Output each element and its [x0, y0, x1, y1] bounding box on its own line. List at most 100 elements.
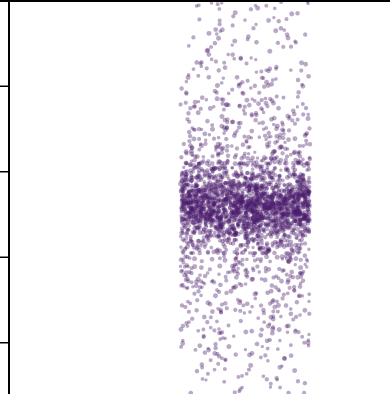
data-point: [298, 219, 303, 224]
data-point: [231, 133, 237, 139]
data-point: [251, 268, 256, 273]
data-point: [254, 197, 260, 203]
data-point: [255, 212, 261, 218]
data-point: [200, 192, 205, 196]
data-point: [182, 272, 188, 278]
data-point: [191, 67, 196, 71]
data-point: [186, 210, 191, 215]
data-point: [236, 179, 241, 184]
data-point: [256, 233, 261, 238]
data-point: [184, 230, 189, 235]
data-point: [282, 132, 286, 136]
data-point: [275, 40, 281, 45]
data-point: [203, 230, 208, 235]
data-point: [250, 197, 255, 202]
data-point: [213, 211, 218, 216]
data-point: [222, 171, 228, 176]
data-point: [266, 267, 272, 272]
data-point: [261, 127, 266, 131]
data-point: [296, 194, 302, 200]
data-point: [286, 192, 291, 196]
data-point: [254, 187, 259, 192]
data-point: [218, 142, 223, 146]
data-point: [246, 224, 251, 229]
data-point: [213, 341, 218, 347]
data-point: [227, 199, 232, 203]
data-point: [241, 206, 246, 211]
data-point: [264, 137, 268, 142]
data-point: [226, 230, 232, 235]
data-point: [307, 230, 311, 234]
data-point: [295, 193, 301, 199]
data-point: [186, 210, 191, 215]
data-point: [257, 270, 262, 274]
data-point: [260, 201, 264, 206]
data-point: [180, 170, 185, 175]
data-point: [244, 225, 249, 230]
data-point: [268, 201, 273, 206]
data-point: [300, 232, 305, 237]
data-point: [278, 157, 284, 163]
data-point: [291, 199, 297, 205]
data-point: [199, 210, 204, 215]
data-point: [273, 191, 278, 196]
data-point: [251, 171, 256, 176]
data-point: [217, 222, 222, 227]
data-point: [207, 301, 213, 307]
data-point: [243, 176, 248, 180]
data-point: [258, 195, 263, 201]
data-point: [212, 185, 217, 190]
data-point: [193, 183, 199, 188]
data-point: [201, 195, 207, 201]
data-point: [273, 204, 279, 210]
data-point: [194, 164, 200, 170]
data-point: [277, 289, 281, 293]
data-point: [305, 202, 311, 208]
data-point: [231, 266, 236, 272]
data-point: [253, 220, 259, 225]
data-point: [240, 242, 245, 247]
data-point: [217, 215, 223, 221]
data-point: [274, 222, 280, 228]
data-point: [214, 219, 220, 225]
data-point: [211, 209, 216, 214]
data-point: [189, 183, 194, 188]
data-point: [292, 368, 298, 373]
data-point: [240, 191, 245, 196]
data-point: [215, 351, 220, 357]
data-point: [257, 209, 262, 214]
data-point: [200, 176, 204, 180]
data-point: [288, 192, 292, 197]
data-point: [209, 57, 214, 62]
data-point: [278, 215, 284, 221]
data-point: [281, 210, 286, 215]
data-point: [297, 174, 302, 179]
data-point: [234, 201, 239, 206]
data-point: [183, 172, 189, 177]
data-point: [206, 238, 211, 243]
data-point: [289, 195, 293, 199]
data-point: [196, 203, 202, 208]
data-point: [227, 222, 232, 227]
data-point: [244, 242, 249, 248]
data-point: [189, 206, 194, 211]
data-point: [292, 329, 298, 334]
data-point: [180, 231, 185, 235]
data-point: [252, 237, 257, 243]
data-point: [232, 38, 238, 44]
data-point: [289, 192, 293, 197]
data-point: [300, 210, 305, 216]
data-point: [248, 182, 253, 188]
data-point: [304, 142, 308, 146]
data-point: [251, 200, 256, 205]
data-point: [301, 193, 306, 198]
data-point: [249, 207, 254, 213]
data-point: [300, 200, 306, 205]
data-point: [306, 188, 311, 193]
data-point: [180, 268, 184, 273]
data-point: [292, 211, 297, 216]
data-point: [265, 223, 271, 228]
data-point: [204, 194, 209, 200]
data-point: [254, 70, 259, 74]
data-point: [205, 300, 211, 306]
